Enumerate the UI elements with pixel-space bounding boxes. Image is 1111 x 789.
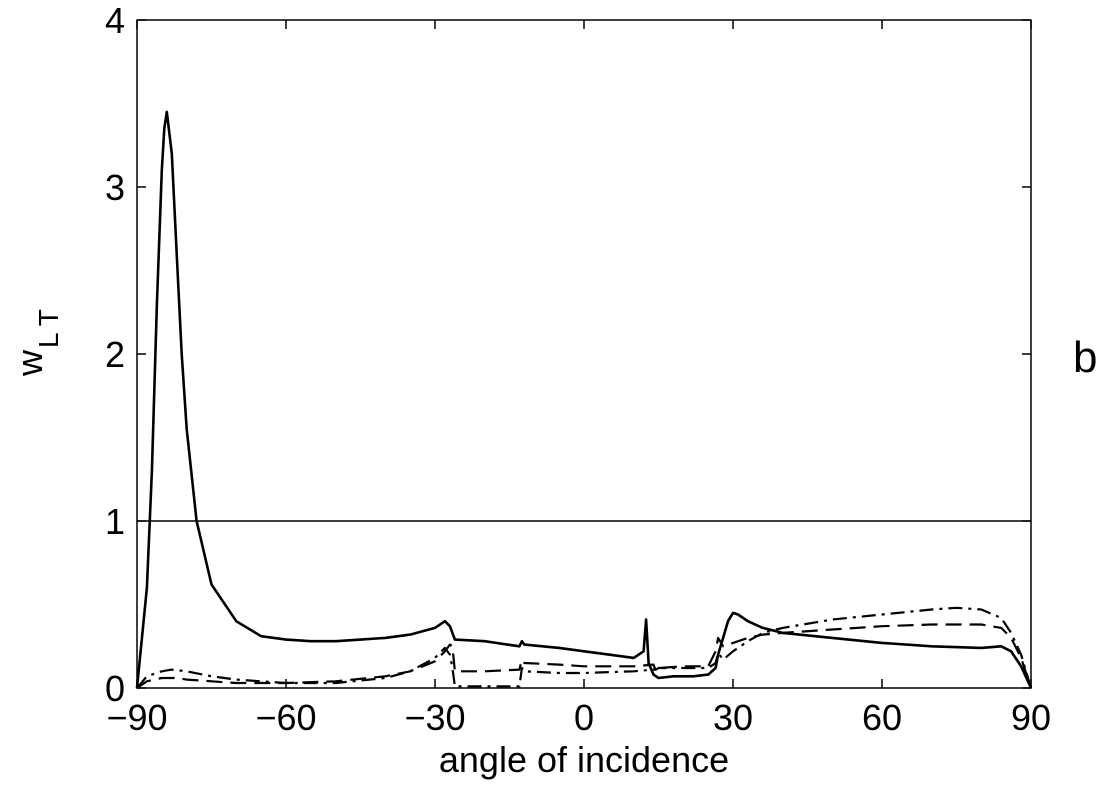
x-tick-label: 60 (862, 697, 902, 738)
x-tick-label: −30 (404, 697, 465, 738)
series-line-solid (135, 110, 1033, 689)
y-axis-label: w L T (9, 309, 64, 377)
series-line-dashdot (136, 606, 1033, 689)
y-axis-label-subscript: L T (33, 309, 64, 348)
x-tick-label: 90 (1011, 697, 1051, 738)
x-tick-label: −60 (255, 697, 316, 738)
x-tick-label: −90 (106, 697, 167, 738)
y-axis-label-main: w (9, 349, 50, 377)
y-tick-label: 2 (105, 334, 125, 375)
panel-label: b (1073, 333, 1097, 382)
x-axis-label: angle of incidence (439, 739, 729, 780)
y-tick-label: 0 (105, 668, 125, 709)
ticks-layer: −90 −60 −30 0 30 60 90 0 1 2 3 4 (105, 0, 1051, 738)
x-tick-label: 0 (574, 697, 594, 738)
y-tick-label: 1 (105, 501, 125, 542)
y-tick-label: 4 (105, 0, 125, 41)
y-tick-label: 3 (105, 167, 125, 208)
x-tick-label: 30 (713, 697, 753, 738)
